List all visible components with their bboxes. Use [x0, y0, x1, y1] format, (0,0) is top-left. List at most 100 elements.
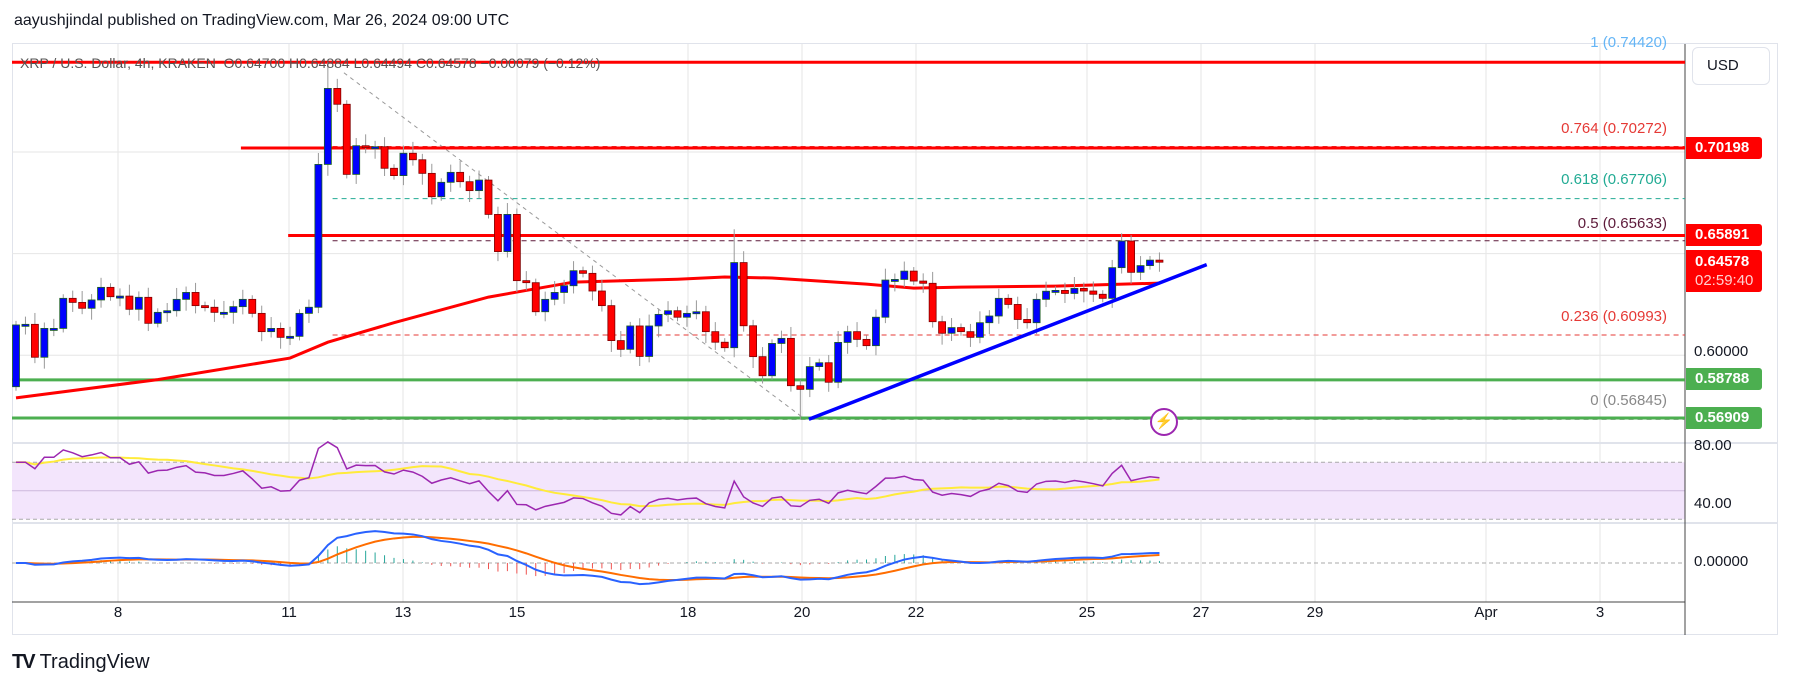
- macd-axis-label-0: 0.00000: [1694, 553, 1749, 570]
- candle-up: [683, 312, 691, 318]
- price-axis-label: 0.60000: [1694, 343, 1749, 360]
- candle-up: [900, 270, 909, 280]
- rsi-ma-line: [16, 456, 1160, 508]
- candle-up: [40, 328, 49, 358]
- fib-label-0618: 0.618 (0.67706): [1561, 171, 1667, 188]
- candle-down: [720, 341, 729, 349]
- candle-down: [465, 181, 474, 192]
- candle-down: [711, 331, 720, 343]
- candle-down: [456, 171, 465, 183]
- candle-up: [305, 306, 313, 314]
- macd-line: [15, 530, 1160, 586]
- ohlc-low: L0.64494: [353, 55, 413, 71]
- candle-up: [815, 362, 824, 368]
- time-axis-label: 29: [1306, 604, 1324, 621]
- candle-up: [645, 325, 654, 357]
- last-price-tag: 0.64578 02:59:40: [1686, 250, 1762, 292]
- candle-down: [1061, 290, 1069, 294]
- fib-label-0: 0 (0.56845): [1590, 392, 1667, 409]
- candle-down: [787, 337, 795, 387]
- time-axis-label: 18: [679, 604, 697, 621]
- price-change: −0.00079 (−0.12%): [480, 55, 601, 71]
- fib-label-0236: 0.236 (0.60993): [1561, 308, 1667, 325]
- time-axis-label: 27: [1192, 604, 1210, 621]
- candle-down: [361, 145, 370, 149]
- candle-up: [12, 324, 20, 388]
- candle-down: [512, 214, 521, 282]
- candle-up: [834, 342, 843, 383]
- time-axis-label: 20: [793, 604, 811, 621]
- candle-up: [286, 335, 294, 339]
- candle-down: [796, 385, 805, 390]
- candle-down: [106, 286, 115, 298]
- candle-down: [824, 362, 833, 383]
- time-axis-label: Apr: [1474, 604, 1498, 621]
- candle-down: [938, 321, 946, 334]
- candle-down: [1013, 304, 1022, 320]
- candle-down: [1079, 287, 1088, 292]
- candle-up: [475, 179, 483, 192]
- candle-down: [862, 338, 871, 347]
- time-axis-label: 15: [508, 604, 526, 621]
- symbol-name: XRP / U.S. Dollar, 4h, KRAKEN: [20, 55, 216, 71]
- candle-down: [427, 172, 436, 198]
- resistance-price-tag: 0.70198: [1686, 137, 1762, 159]
- candle-up: [352, 145, 361, 175]
- candle-down: [588, 272, 597, 292]
- candle-up: [371, 146, 380, 150]
- candle-down: [380, 146, 389, 169]
- candle-up: [314, 164, 323, 308]
- candle-up: [872, 316, 880, 347]
- candle-down: [701, 311, 710, 333]
- rsi-line: [16, 441, 1160, 516]
- candle-up: [1042, 290, 1050, 300]
- candle-up: [446, 171, 455, 183]
- ohlc-close: C0.64578: [415, 55, 477, 71]
- candle-down: [342, 103, 351, 175]
- candle-up: [881, 279, 890, 318]
- fib-label-05: 0.5 (0.65633): [1577, 215, 1667, 232]
- candle-up: [267, 328, 276, 333]
- candle-down: [909, 270, 918, 282]
- currency-button[interactable]: USD: [1692, 47, 1770, 85]
- candle-up: [843, 331, 852, 343]
- candle-down: [418, 159, 427, 174]
- support-price-tag: 0.56909: [1686, 407, 1762, 429]
- ohlc-open: O0.64700: [223, 55, 286, 71]
- candle-up: [805, 366, 814, 390]
- candle-down: [201, 305, 209, 309]
- candle-up: [182, 292, 191, 300]
- fib-trend-line: [343, 72, 806, 420]
- rsi-axis-label-40: 40.00: [1694, 495, 1732, 512]
- fib-label-0764: 0.764 (0.70272): [1561, 120, 1667, 137]
- candle-down: [494, 214, 502, 252]
- lightning-icon[interactable]: ⚡: [1150, 408, 1178, 436]
- last-price: 0.64578: [1695, 253, 1750, 270]
- candle-up: [219, 311, 228, 315]
- candle-down: [1155, 259, 1164, 263]
- candle-up: [890, 279, 899, 282]
- candle-down: [390, 167, 398, 176]
- candle-up: [399, 152, 408, 176]
- candle-up: [87, 299, 96, 309]
- candle-up: [59, 297, 68, 329]
- time-axis-label: 25: [1078, 604, 1096, 621]
- candle-down: [1098, 293, 1107, 299]
- candle-up: [768, 343, 776, 377]
- candle-up: [153, 311, 162, 324]
- candle-down: [1089, 290, 1098, 295]
- candle-up: [116, 295, 124, 299]
- brand-name: TradingView: [39, 651, 150, 673]
- moving-average-line: [15, 275, 1160, 400]
- candle-up: [1051, 290, 1060, 293]
- candle-up: [569, 270, 578, 287]
- bullish-trend-line: [808, 262, 1208, 421]
- tradingview-logo[interactable]: TV TradingView: [12, 651, 150, 674]
- candle-up: [163, 310, 172, 314]
- rsi-axis-label-80: 80.00: [1694, 437, 1732, 454]
- candle-up: [1136, 265, 1145, 273]
- candle-down: [333, 88, 342, 105]
- candle-down: [30, 323, 39, 358]
- candle-down: [853, 331, 861, 340]
